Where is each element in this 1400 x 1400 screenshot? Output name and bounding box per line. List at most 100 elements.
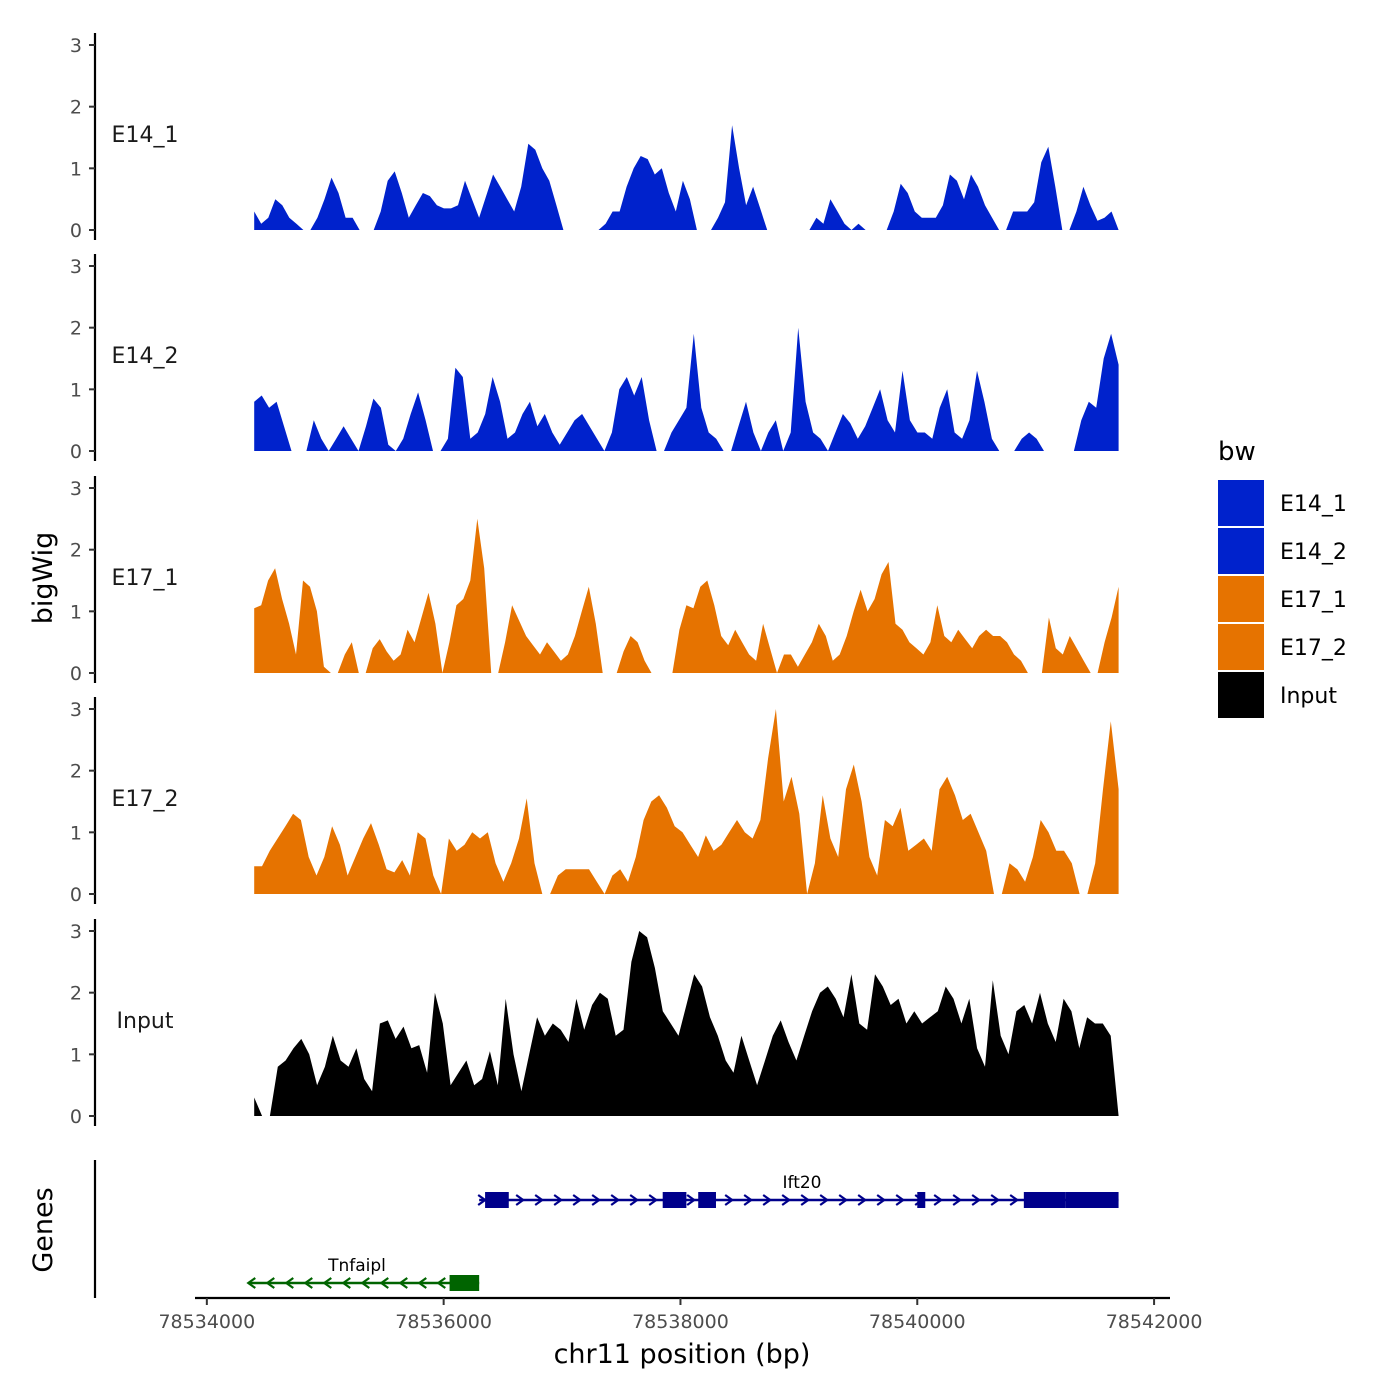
exon xyxy=(485,1192,509,1208)
gene-label-Tnfaipl: Tnfaipl xyxy=(327,1256,386,1276)
y-tick-label: 1 xyxy=(70,379,82,401)
strand-chevron xyxy=(857,1194,868,1206)
strand-chevron xyxy=(819,1194,830,1206)
strand-chevron xyxy=(838,1194,849,1206)
strand-chevron xyxy=(990,1194,1001,1206)
track-label-E17_1: E17_1 xyxy=(112,566,179,591)
y-tick-label: 3 xyxy=(70,478,82,500)
gene-Ift20: Ift20 xyxy=(477,1173,1119,1208)
y-tick-label: 0 xyxy=(70,220,82,242)
exon xyxy=(698,1192,716,1208)
strand-chevron xyxy=(895,1194,906,1206)
y-tick-label: 2 xyxy=(70,540,82,562)
area-Input xyxy=(254,931,1119,1116)
strand-chevron xyxy=(360,1277,370,1289)
y-tick-label: 0 xyxy=(70,663,82,685)
track-label-Input: Input xyxy=(117,1009,174,1034)
strand-chevron xyxy=(398,1277,408,1289)
y-tick-label: 3 xyxy=(70,256,82,278)
strand-chevron xyxy=(781,1194,792,1206)
legend-swatch-E17_1 xyxy=(1218,576,1264,622)
strand-chevron xyxy=(436,1277,446,1289)
y-tick-label: 1 xyxy=(70,822,82,844)
track-label-E17_2: E17_2 xyxy=(112,787,179,812)
area-E14_1 xyxy=(254,125,1119,230)
track-panels: 0 1 2 3 E14_1 0 1 2 3 E14_2 0 1 2 3 E17_1 0 1 2 3 E17_2 0 1 2 3… xyxy=(70,33,1119,1128)
strand-chevron xyxy=(800,1194,811,1206)
strand-chevron xyxy=(743,1194,754,1206)
y-tick-label: 0 xyxy=(70,1106,82,1128)
strand-chevron xyxy=(417,1277,427,1289)
strand-chevron xyxy=(303,1277,313,1289)
y-tick-label: 0 xyxy=(70,441,82,463)
legend-label-Input: Input xyxy=(1280,684,1337,709)
track-label-E14_1: E14_1 xyxy=(112,123,179,148)
exon xyxy=(449,1275,480,1291)
gene-label-Ift20: Ift20 xyxy=(783,1173,822,1193)
y-tick-label: 2 xyxy=(70,318,82,340)
strand-chevron xyxy=(933,1194,944,1206)
strand-chevron xyxy=(265,1277,275,1289)
legend-swatch-E14_2 xyxy=(1218,528,1264,574)
legend-swatch-Input xyxy=(1218,672,1264,718)
strand-chevron xyxy=(515,1194,526,1206)
y-tick-label: 1 xyxy=(70,1044,82,1066)
strand-chevron xyxy=(629,1194,640,1206)
strand-chevron xyxy=(246,1277,256,1289)
y-tick-label: 2 xyxy=(70,983,82,1005)
strand-chevron xyxy=(610,1194,621,1206)
y-tick-label: 2 xyxy=(70,97,82,119)
strand-chevron xyxy=(952,1194,963,1206)
x-axis-title: chr11 position (bp) xyxy=(554,1339,811,1370)
strand-chevron xyxy=(534,1194,545,1206)
y-tick-label: 3 xyxy=(70,35,82,57)
strand-chevron xyxy=(591,1194,602,1206)
legend-title: bw xyxy=(1218,437,1256,467)
gene-Tnfaipl: Tnfaipl xyxy=(246,1256,480,1291)
x-tick-label: 78538000 xyxy=(632,1311,729,1333)
legend-label-E17_2: E17_2 xyxy=(1280,636,1347,661)
strand-chevron xyxy=(762,1194,773,1206)
y-tick-label: 2 xyxy=(70,761,82,783)
strand-chevron xyxy=(876,1194,887,1206)
strand-chevron xyxy=(322,1277,332,1289)
track-Input: 0 1 2 3 Input xyxy=(70,919,1119,1128)
y-tick-label: 1 xyxy=(70,601,82,623)
exon xyxy=(662,1192,687,1208)
track-E14_2: 0 1 2 3 E14_2 xyxy=(70,254,1119,463)
x-axis: 78534000 78536000 78538000 78540000 78542000 xyxy=(158,1296,1203,1333)
y-axis-title: bigWig xyxy=(28,532,59,625)
y-tick-label: 3 xyxy=(70,699,82,721)
area-E17_2 xyxy=(254,709,1119,894)
y-tick-label: 3 xyxy=(70,921,82,943)
legend-swatch-E17_2 xyxy=(1218,624,1264,670)
strand-chevron xyxy=(284,1277,294,1289)
strand-chevron xyxy=(971,1194,982,1206)
strand-chevron xyxy=(686,1194,697,1206)
area-E17_1 xyxy=(254,518,1119,673)
x-tick-label: 78542000 xyxy=(1106,1311,1203,1333)
legend: bw E14_1 E14_2 E17_1 E17_2 Input xyxy=(1218,437,1347,718)
legend-label-E14_2: E14_2 xyxy=(1280,540,1347,565)
genes-panel-title: Genes xyxy=(28,1187,59,1272)
strand-chevron xyxy=(648,1194,659,1206)
x-tick-label: 78540000 xyxy=(869,1311,966,1333)
strand-chevron xyxy=(379,1277,389,1289)
legend-label-E14_1: E14_1 xyxy=(1280,492,1347,517)
legend-label-E17_1: E17_1 xyxy=(1280,588,1347,613)
strand-chevron xyxy=(572,1194,583,1206)
exon xyxy=(917,1192,926,1208)
track-E17_1: 0 1 2 3 E17_1 xyxy=(70,476,1119,685)
strand-chevron xyxy=(341,1277,351,1289)
gene-panel: Ift20 Tnfaipl xyxy=(93,1160,1119,1298)
strand-chevron xyxy=(1009,1194,1020,1206)
x-tick-label: 78534000 xyxy=(158,1311,255,1333)
exon xyxy=(1023,1192,1066,1208)
legend-swatch-E14_1 xyxy=(1218,480,1264,526)
strand-chevron xyxy=(724,1194,735,1206)
area-E14_2 xyxy=(254,327,1119,451)
exon xyxy=(1065,1192,1119,1208)
track-E14_1: 0 1 2 3 E14_1 xyxy=(70,33,1119,242)
track-label-E14_2: E14_2 xyxy=(112,344,179,369)
